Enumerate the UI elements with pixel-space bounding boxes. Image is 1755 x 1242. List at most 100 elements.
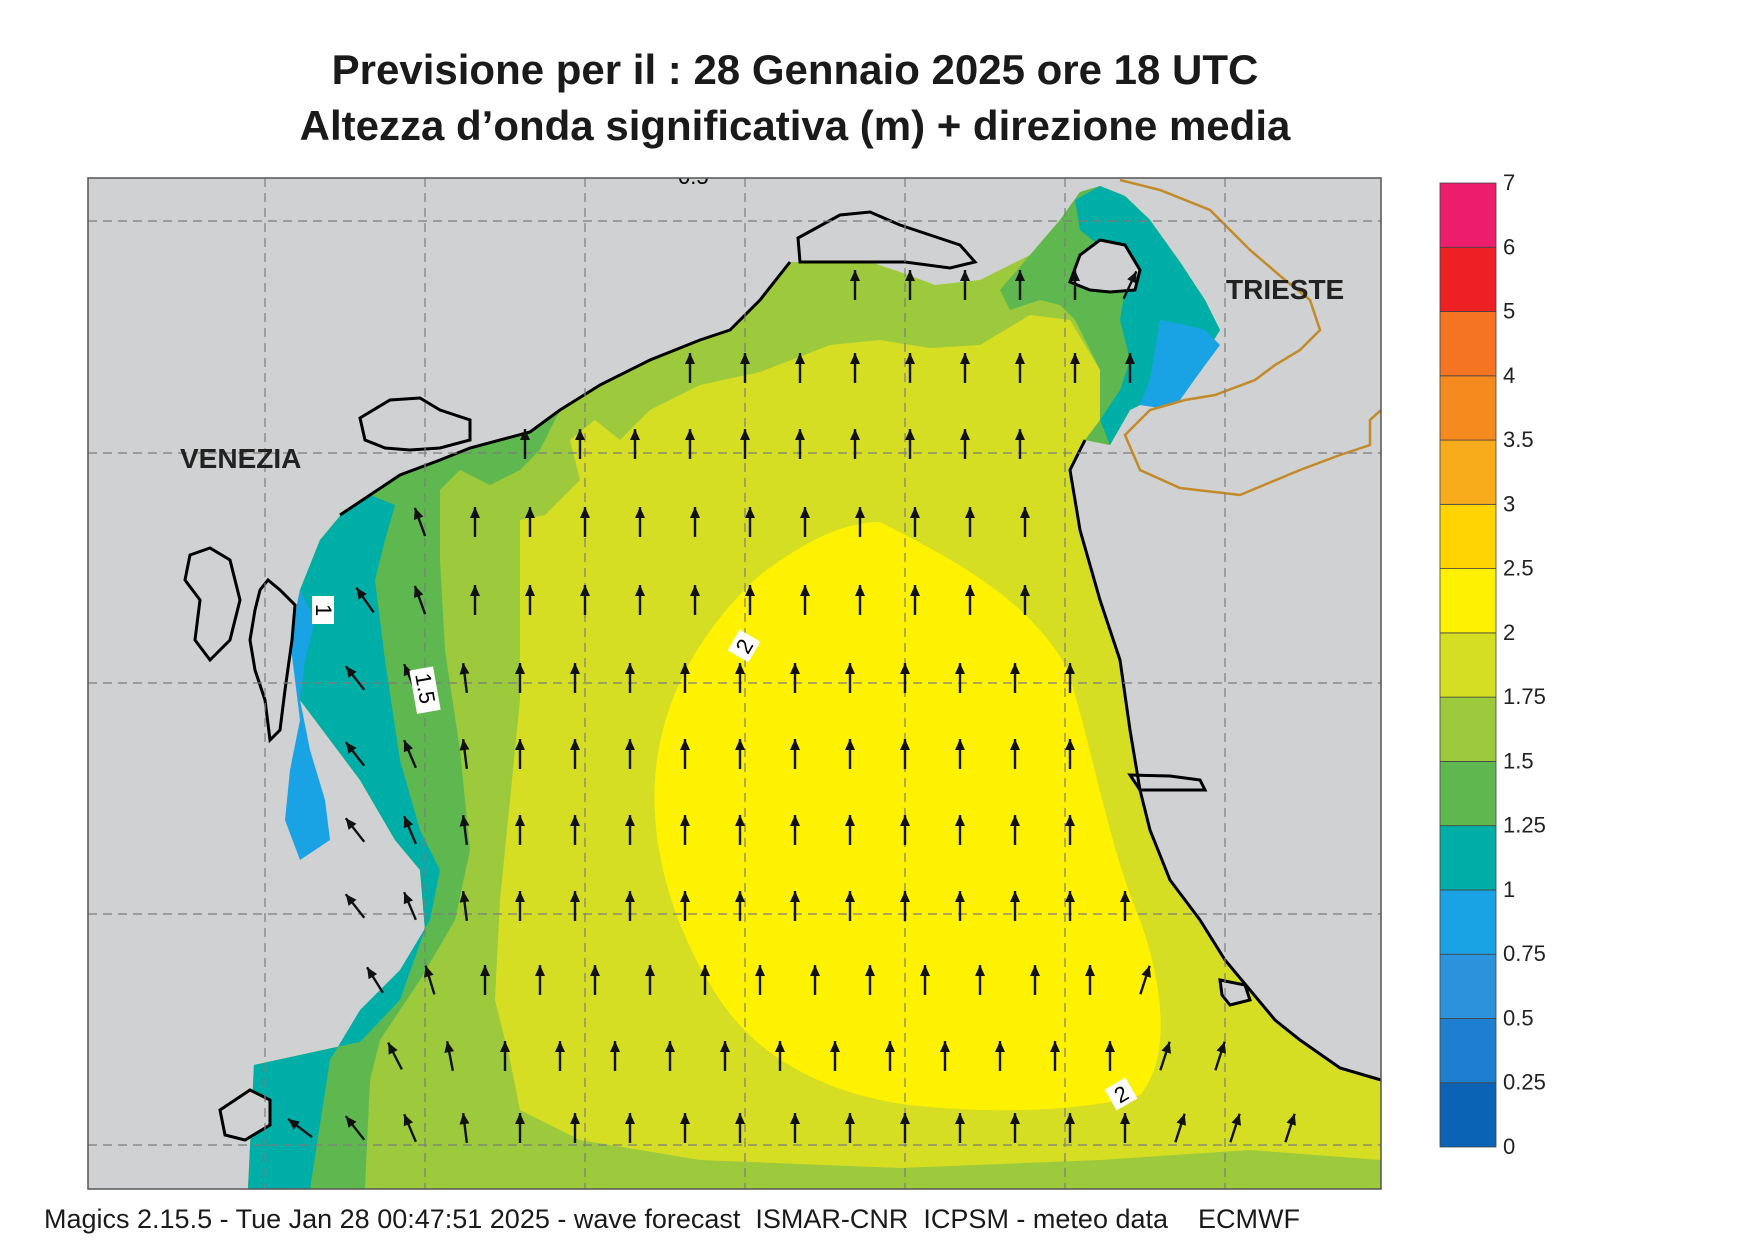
direction-arrow <box>570 663 580 693</box>
direction-arrow <box>525 585 535 615</box>
direction-arrow <box>1015 270 1025 300</box>
graticule <box>88 178 1381 1189</box>
direction-arrow <box>625 739 635 769</box>
direction-arrow <box>790 739 800 769</box>
direction-arrow <box>955 739 965 769</box>
direction-arrow <box>1015 429 1025 459</box>
direction-arrow <box>580 585 590 615</box>
direction-arrow <box>1105 1041 1115 1071</box>
legend-tick-label: 0.75 <box>1503 941 1546 966</box>
direction-arrow <box>1030 965 1040 995</box>
direction-arrow <box>570 815 580 845</box>
legend-tick-label: 3.5 <box>1503 427 1534 452</box>
contour-label-0.5: 0.5 <box>678 164 709 189</box>
direction-arrow <box>995 1041 1005 1071</box>
direction-arrow <box>520 429 530 459</box>
legend-tick-label: 1.5 <box>1503 748 1534 773</box>
direction-arrow <box>344 741 366 767</box>
legend-swatch <box>1439 1018 1497 1084</box>
direction-arrow <box>1010 1113 1020 1143</box>
direction-arrow <box>955 815 965 845</box>
direction-arrow <box>810 965 820 995</box>
direction-arrow <box>525 507 535 537</box>
direction-arrow <box>1174 1113 1186 1143</box>
legend-swatch <box>1439 182 1497 248</box>
direction-arrow <box>905 429 915 459</box>
legend-swatch <box>1439 311 1497 377</box>
direction-arrow <box>515 663 525 693</box>
direction-arrow <box>960 270 970 300</box>
direction-arrow <box>344 817 366 843</box>
direction-arrow <box>900 1113 910 1143</box>
direction-arrow <box>865 965 875 995</box>
direction-arrow <box>625 891 635 921</box>
direction-arrow <box>940 1041 950 1071</box>
direction-arrow <box>515 891 525 921</box>
direction-arrow <box>790 891 800 921</box>
direction-arrow <box>1065 815 1075 845</box>
direction-arrow <box>515 1113 525 1143</box>
direction-arrow <box>625 663 635 693</box>
direction-arrow <box>610 1041 620 1071</box>
direction-arrow <box>1070 270 1080 300</box>
map-subtitle: Altezza d’onda significativa (m) + direz… <box>299 102 1291 149</box>
direction-arrow <box>570 739 580 769</box>
direction-arrow <box>850 429 860 459</box>
direction-arrow <box>1020 585 1030 615</box>
direction-arrow <box>905 353 915 383</box>
wave-band-1.25-south <box>340 1000 390 1189</box>
direction-arrow <box>625 815 635 845</box>
direction-arrow <box>910 507 920 537</box>
legend-swatch <box>1439 246 1497 312</box>
place-label-venezia: VENEZIA <box>180 443 301 474</box>
legend-tick-label: 1 <box>1503 877 1515 902</box>
direction-arrow <box>535 965 545 995</box>
direction-arrow <box>965 507 975 537</box>
direction-arrow <box>1010 663 1020 693</box>
legend-tick-label: 1.25 <box>1503 813 1546 838</box>
color-legend: 0 0.25 0.5 0.75 1 1.25 1.5 1.75 2 2.5 3 3.5 4 5 6 7 <box>1439 170 1546 1159</box>
direction-arrow <box>845 663 855 693</box>
direction-arrow <box>1125 353 1135 383</box>
direction-arrow <box>790 1113 800 1143</box>
direction-arrow <box>355 587 375 613</box>
wave-direction-arrows <box>287 270 1296 1144</box>
direction-arrow <box>1020 507 1030 537</box>
direction-arrow <box>955 1113 965 1143</box>
legend-tick-label: 3 <box>1503 491 1515 516</box>
direction-arrow <box>1010 815 1020 845</box>
direction-arrow <box>1284 1113 1296 1143</box>
direction-arrow <box>1065 891 1075 921</box>
direction-arrow <box>795 429 805 459</box>
direction-arrow <box>795 353 805 383</box>
direction-arrow <box>366 966 384 994</box>
direction-arrow <box>845 891 855 921</box>
direction-arrow <box>830 1041 840 1071</box>
direction-arrow <box>500 1041 510 1071</box>
direction-arrow <box>287 1118 313 1138</box>
legend-tick-label: 1.75 <box>1503 684 1546 709</box>
legend-swatch <box>1439 1082 1497 1148</box>
direction-arrow <box>1015 353 1025 383</box>
direction-arrow <box>790 663 800 693</box>
direction-arrow <box>735 815 745 845</box>
direction-arrow <box>459 662 470 694</box>
direction-arrow <box>845 815 855 845</box>
coast-line-east <box>1068 439 1381 1082</box>
direction-arrow <box>403 891 417 921</box>
direction-arrow <box>580 507 590 537</box>
direction-arrow <box>470 507 480 537</box>
direction-arrow <box>965 585 975 615</box>
legend-swatch <box>1439 953 1497 1019</box>
direction-arrow <box>444 1041 455 1071</box>
direction-arrow <box>459 890 470 922</box>
direction-arrow <box>680 891 690 921</box>
map-frame <box>87 177 1382 1190</box>
direction-arrow <box>635 507 645 537</box>
direction-arrow <box>800 507 810 537</box>
direction-arrow <box>1120 1113 1130 1143</box>
direction-arrow <box>735 891 745 921</box>
direction-arrow <box>575 429 585 459</box>
legend-swatch <box>1439 632 1497 698</box>
legend-swatch <box>1439 889 1497 955</box>
